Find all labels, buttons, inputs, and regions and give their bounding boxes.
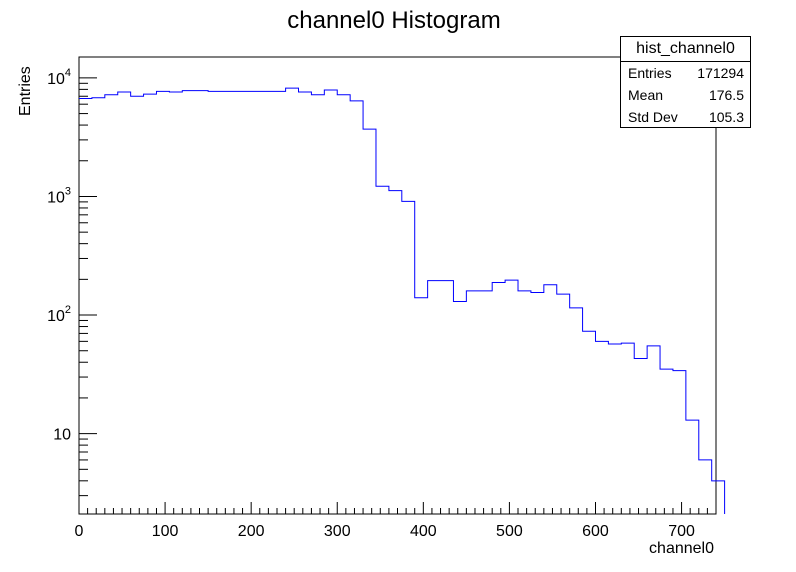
stats-value: 171294 [697, 65, 744, 81]
y-tick-label: 102 [47, 304, 71, 325]
y-tick-label: 103 [47, 185, 71, 206]
stats-row-entries: Entries 171294 [621, 62, 750, 84]
y-axis-ticks: 104 103 102 10 [47, 67, 71, 444]
y-tick-label: 104 [47, 67, 71, 88]
x-tick-label: 600 [582, 523, 609, 540]
stats-box: hist_channel0 Entries 171294 Mean 176.5 … [620, 36, 751, 128]
x-axis-ticks: 0 100 200 300 400 500 600 700 [75, 502, 717, 540]
y-axis-label: Entries [17, 66, 34, 116]
y-minor-ticks [79, 77, 97, 497]
stats-value: 105.3 [708, 109, 744, 125]
x-tick-label: 100 [152, 523, 179, 540]
chart-title: channel0 Histogram [287, 7, 500, 34]
stats-title: hist_channel0 [621, 37, 750, 62]
x-tick-label: 200 [238, 523, 265, 540]
x-tick-label: 500 [496, 523, 523, 540]
x-tick-label: 300 [324, 523, 351, 540]
stats-label: Mean [628, 87, 664, 103]
x-tick-label: 400 [410, 523, 437, 540]
stats-label: Entries [628, 65, 672, 81]
stats-row-stddev: Std Dev 105.3 [621, 106, 750, 128]
x-axis-label: channel0 [649, 540, 714, 557]
stats-row-mean: Mean 176.5 [621, 84, 750, 106]
x-tick-label: 700 [668, 523, 695, 540]
stats-value: 176.5 [708, 87, 744, 103]
histogram-line [79, 87, 726, 514]
stats-label: Std Dev [628, 109, 678, 125]
y-tick-label: 10 [53, 427, 71, 444]
x-tick-label: 0 [75, 523, 84, 540]
